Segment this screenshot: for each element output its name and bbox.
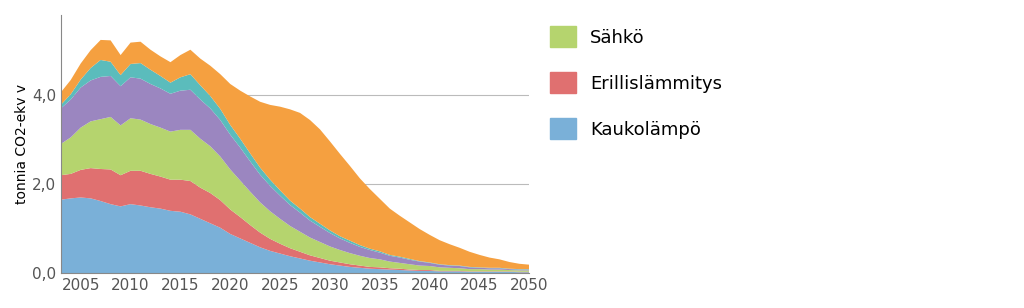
Y-axis label: tonnia CO2-ekv v: tonnia CO2-ekv v <box>15 84 29 204</box>
Legend: Sähkö, Erillislämmitys, Kaukolämpö: Sähkö, Erillislämmitys, Kaukolämpö <box>543 19 729 146</box>
